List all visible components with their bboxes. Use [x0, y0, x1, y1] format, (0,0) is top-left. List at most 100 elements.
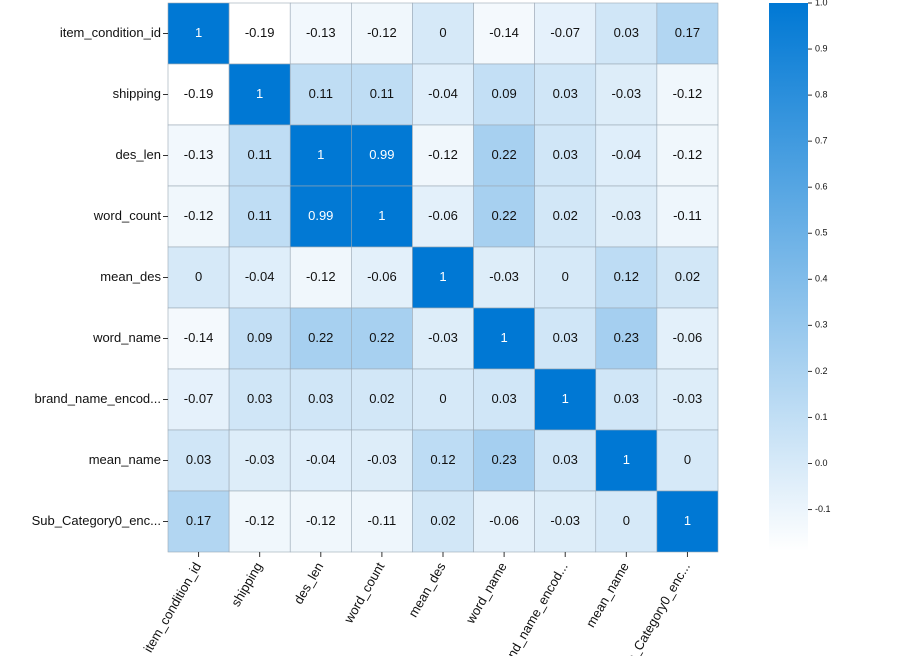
cell-label: -0.03 — [245, 452, 275, 467]
cell — [351, 124, 413, 187]
x-tick-label: mean_des — [405, 559, 449, 620]
cell — [656, 307, 719, 370]
cell — [595, 2, 658, 65]
cell-label: 0.03 — [491, 391, 516, 406]
y-tick-label: word_name — [92, 330, 161, 345]
cell — [351, 63, 413, 126]
cell — [228, 368, 291, 431]
cell-label: -0.04 — [612, 147, 642, 162]
cell — [656, 124, 719, 187]
cell — [289, 490, 352, 553]
cell — [289, 307, 352, 370]
cell-label: -0.03 — [612, 86, 642, 101]
cell — [473, 307, 535, 370]
cell-label: -0.12 — [184, 208, 214, 223]
cell — [534, 429, 597, 492]
cell-label: 0.03 — [247, 391, 272, 406]
cell-label: 1 — [256, 86, 263, 101]
cell — [534, 490, 597, 553]
cell — [473, 2, 535, 65]
x-tick-label: brand_name_encod... — [495, 560, 571, 656]
cell-label: -0.03 — [612, 208, 642, 223]
cell-label: -0.06 — [489, 513, 519, 528]
cell — [473, 490, 535, 553]
x-tick-label: mean_name — [583, 560, 632, 630]
cell — [656, 185, 719, 248]
cell — [656, 490, 719, 553]
cell-label: -0.03 — [550, 513, 580, 528]
cell-label: 0 — [684, 452, 691, 467]
cell-label: -0.12 — [306, 513, 336, 528]
cell — [289, 429, 352, 492]
cell — [412, 307, 474, 370]
y-tick-label: shipping — [113, 86, 161, 101]
cell-label: 0.02 — [430, 513, 455, 528]
cell — [351, 246, 413, 309]
y-tick-label: des_len — [115, 147, 161, 162]
cell-label: 0.03 — [553, 330, 578, 345]
cell-label: 0.17 — [675, 25, 700, 40]
cell-label: -0.04 — [428, 86, 458, 101]
cell — [167, 124, 230, 187]
cell-label: -0.12 — [367, 25, 397, 40]
cell-label: 0.23 — [614, 330, 639, 345]
cell — [167, 63, 230, 126]
cell-label: 1 — [562, 391, 569, 406]
x-tick-label: word_name — [462, 560, 509, 627]
x-tick-label: des_len — [291, 560, 327, 607]
cell-label: 0 — [562, 269, 569, 284]
cell-label: 0.99 — [308, 208, 333, 223]
cell — [289, 246, 352, 309]
y-tick-label: word_count — [93, 208, 162, 223]
cell — [167, 185, 230, 248]
cell-label: -0.07 — [550, 25, 580, 40]
cell — [473, 429, 535, 492]
colorbar-tick-label: 0.6 — [815, 182, 828, 192]
cell-label: 0.12 — [614, 269, 639, 284]
cell-label: 1 — [623, 452, 630, 467]
cell-label: 0.02 — [675, 269, 700, 284]
cell-label: 0.11 — [370, 86, 394, 101]
cell-label: 0.22 — [491, 147, 516, 162]
cell-label: 0.11 — [247, 147, 271, 162]
y-tick-label: brand_name_encod... — [35, 391, 161, 406]
cell-label: -0.12 — [673, 86, 703, 101]
cell — [228, 185, 291, 248]
cell-label: 1 — [439, 269, 446, 284]
cell — [412, 124, 474, 187]
y-tick-label: Sub_Category0_enc... — [32, 513, 161, 528]
cell — [412, 63, 474, 126]
cell-label: 1 — [195, 25, 202, 40]
cell — [656, 246, 719, 309]
cell — [595, 368, 658, 431]
cell-label: -0.03 — [489, 269, 519, 284]
cell-label: -0.14 — [184, 330, 214, 345]
y-tick-label: mean_name — [89, 452, 161, 467]
cell — [167, 307, 230, 370]
cell — [534, 368, 597, 431]
cell — [412, 490, 474, 553]
cell — [473, 246, 535, 309]
cell — [228, 2, 291, 65]
colorbar-tick-label: 0.7 — [815, 136, 828, 146]
cell-label: -0.11 — [673, 208, 702, 223]
cell — [167, 246, 230, 309]
cell — [595, 185, 658, 248]
cell-label: 0.03 — [553, 147, 578, 162]
colorbar-axis: -0.1 0.0 0.1 0.2 0.3 0.4 0.5 0.6 0.7 0.8 0.9 1.0 — [808, 0, 831, 514]
cell-label: -0.07 — [184, 391, 214, 406]
cell-label: 0.22 — [369, 330, 394, 345]
cell — [228, 246, 291, 309]
y-tick-label: mean_des — [100, 269, 161, 284]
cell-label: 0.11 — [309, 86, 333, 101]
cell — [167, 490, 230, 553]
cell-label: -0.04 — [245, 269, 275, 284]
cell-label: 0.17 — [186, 513, 211, 528]
colorbar-tick-label: 0.4 — [815, 274, 828, 284]
cell-label: 0.03 — [553, 86, 578, 101]
colorbar-tick-label: 0.1 — [815, 412, 828, 422]
cell — [228, 124, 291, 187]
x-tick-label: item_condition_id — [141, 560, 205, 655]
cell — [167, 429, 230, 492]
cell — [351, 490, 413, 553]
